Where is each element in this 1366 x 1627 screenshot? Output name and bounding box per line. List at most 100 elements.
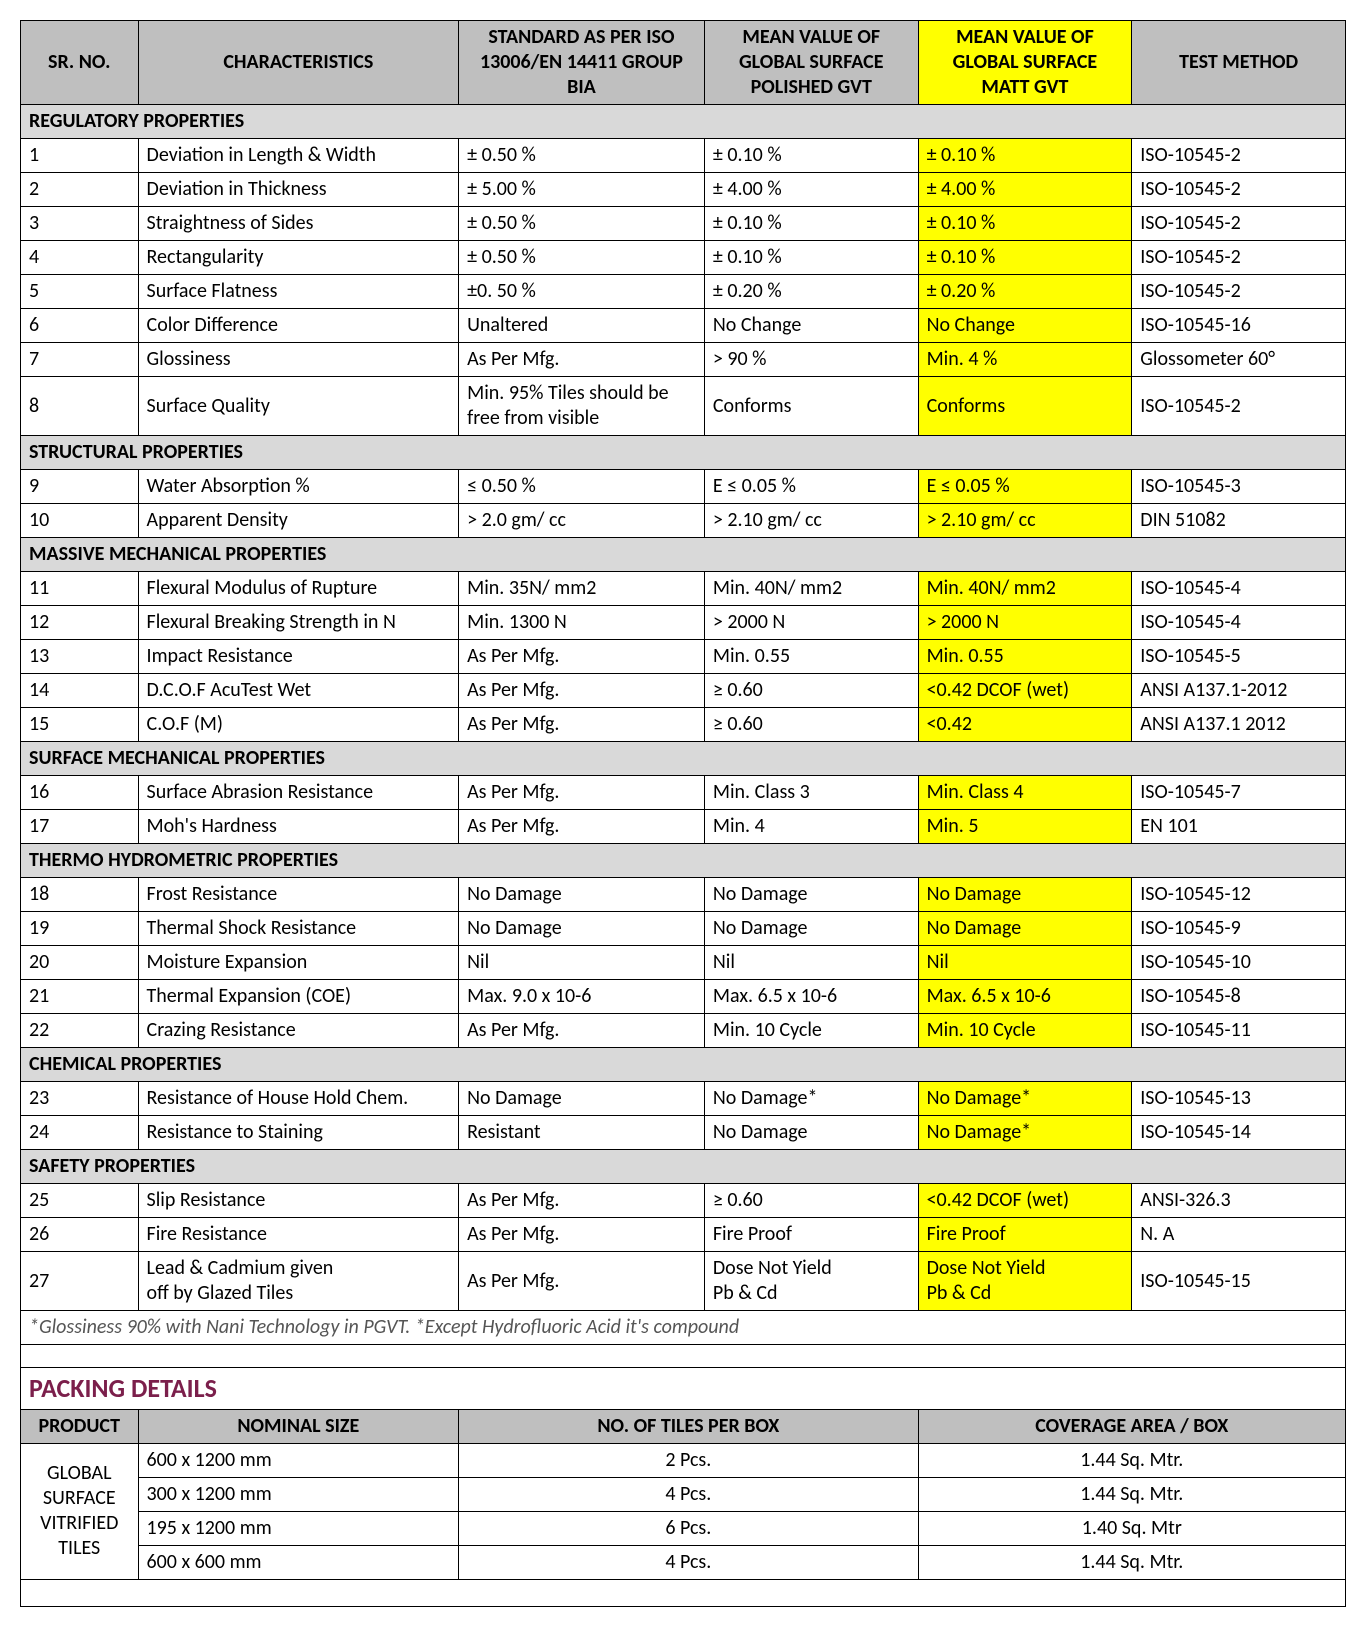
table-row: 1Deviation in Length & Width± 0.50 %± 0.… bbox=[21, 139, 1346, 173]
spacer-row bbox=[21, 1345, 1346, 1368]
cell-polished: No Damage bbox=[704, 1116, 918, 1150]
cell-standard: As Per Mfg. bbox=[459, 640, 705, 674]
packing-row: GLOBALSURFACEVITRIFIEDTILES600 x 1200 mm… bbox=[21, 1443, 1346, 1477]
footnote-text: *Glossiness 90% with Nani Technology in … bbox=[21, 1311, 1346, 1345]
cell-standard: As Per Mfg. bbox=[459, 708, 705, 742]
section-header: THERMO HYDROMETRIC PROPERTIES bbox=[21, 844, 1346, 878]
section-title: REGULATORY PROPERTIES bbox=[21, 105, 1346, 139]
cell-polished: Nil bbox=[704, 946, 918, 980]
cell-sr-no: 19 bbox=[21, 912, 139, 946]
cell-matt: No Damage* bbox=[918, 1082, 1132, 1116]
section-title: SURFACE MECHANICAL PROPERTIES bbox=[21, 742, 1346, 776]
cell-characteristic: Surface Abrasion Resistance bbox=[138, 776, 459, 810]
cell-test-method: ISO-10545-3 bbox=[1132, 470, 1346, 504]
cell-polished: Min. 4 bbox=[704, 810, 918, 844]
cell-test-method: ISO-10545-16 bbox=[1132, 309, 1346, 343]
cell-polished: ± 4.00 % bbox=[704, 173, 918, 207]
table-row: 21Thermal Expansion (COE)Max. 9.0 x 10-6… bbox=[21, 980, 1346, 1014]
cell-standard: ±0. 50 % bbox=[459, 275, 705, 309]
cell-characteristic: C.O.F (M) bbox=[138, 708, 459, 742]
cell-polished: Min. 40N/ mm2 bbox=[704, 572, 918, 606]
cell-test-method: ISO-10545-2 bbox=[1132, 377, 1346, 436]
cell-matt: <0.42 bbox=[918, 708, 1132, 742]
table-row: 24Resistance to StainingResistantNo Dama… bbox=[21, 1116, 1346, 1150]
cell-polished: ± 0.20 % bbox=[704, 275, 918, 309]
cell-sr-no: 20 bbox=[21, 946, 139, 980]
packing-col: NOMINAL SIZE bbox=[138, 1409, 459, 1443]
cell-standard: As Per Mfg. bbox=[459, 1014, 705, 1048]
cell-matt: Nil bbox=[918, 946, 1132, 980]
packing-tiles: 2 Pcs. bbox=[459, 1443, 918, 1477]
cell-test-method: ISO-10545-2 bbox=[1132, 241, 1346, 275]
cell-test-method: N. A bbox=[1132, 1218, 1346, 1252]
cell-sr-no: 11 bbox=[21, 572, 139, 606]
cell-test-method: DIN 51082 bbox=[1132, 504, 1346, 538]
trailing-row bbox=[21, 1579, 1346, 1606]
cell-test-method: ISO-10545-9 bbox=[1132, 912, 1346, 946]
cell-matt: ± 0.10 % bbox=[918, 241, 1132, 275]
cell-sr-no: 15 bbox=[21, 708, 139, 742]
cell-sr-no: 14 bbox=[21, 674, 139, 708]
cell-standard: Unaltered bbox=[459, 309, 705, 343]
cell-polished: Min. Class 3 bbox=[704, 776, 918, 810]
cell-sr-no: 8 bbox=[21, 377, 139, 436]
section-header: MASSIVE MECHANICAL PROPERTIES bbox=[21, 538, 1346, 572]
cell-polished: Dose Not YieldPb & Cd bbox=[704, 1252, 918, 1311]
cell-polished: ≥ 0.60 bbox=[704, 674, 918, 708]
cell-test-method: ANSI A137.1 2012 bbox=[1132, 708, 1346, 742]
cell-matt: <0.42 DCOF (wet) bbox=[918, 674, 1132, 708]
cell-characteristic: Impact Resistance bbox=[138, 640, 459, 674]
table-header: SR. NO. CHARACTERISTICS STANDARD AS PER … bbox=[21, 21, 1346, 105]
table-row: 14D.C.O.F AcuTest WetAs Per Mfg.≥ 0.60<0… bbox=[21, 674, 1346, 708]
table-row: 27Lead & Cadmium givenoff by Glazed Tile… bbox=[21, 1252, 1346, 1311]
packing-tiles: 4 Pcs. bbox=[459, 1545, 918, 1579]
packing-title-row: PACKING DETAILS bbox=[21, 1368, 1346, 1410]
packing-row: 300 x 1200 mm4 Pcs.1.44 Sq. Mtr. bbox=[21, 1477, 1346, 1511]
cell-characteristic: Deviation in Thickness bbox=[138, 173, 459, 207]
packing-tiles: 6 Pcs. bbox=[459, 1511, 918, 1545]
table-row: 22Crazing ResistanceAs Per Mfg.Min. 10 C… bbox=[21, 1014, 1346, 1048]
section-header: SURFACE MECHANICAL PROPERTIES bbox=[21, 742, 1346, 776]
cell-matt: ± 4.00 % bbox=[918, 173, 1132, 207]
cell-test-method: ISO-10545-8 bbox=[1132, 980, 1346, 1014]
cell-standard: ≤ 0.50 % bbox=[459, 470, 705, 504]
packing-row: 195 x 1200 mm6 Pcs.1.40 Sq. Mtr bbox=[21, 1511, 1346, 1545]
cell-characteristic: Rectangularity bbox=[138, 241, 459, 275]
table-row: 26Fire ResistanceAs Per Mfg.Fire ProofFi… bbox=[21, 1218, 1346, 1252]
cell-standard: As Per Mfg. bbox=[459, 1252, 705, 1311]
cell-characteristic: Flexural Modulus of Rupture bbox=[138, 572, 459, 606]
col-polished: MEAN VALUE OF GLOBAL SURFACE POLISHED GV… bbox=[704, 21, 918, 105]
cell-test-method: ISO-10545-14 bbox=[1132, 1116, 1346, 1150]
cell-standard: Nil bbox=[459, 946, 705, 980]
cell-sr-no: 9 bbox=[21, 470, 139, 504]
cell-sr-no: 23 bbox=[21, 1082, 139, 1116]
cell-characteristic: Apparent Density bbox=[138, 504, 459, 538]
section-header: STRUCTURAL PROPERTIES bbox=[21, 436, 1346, 470]
table-row: 9Water Absorption %≤ 0.50 %E ≤ 0.05 %E ≤… bbox=[21, 470, 1346, 504]
packing-product: GLOBALSURFACEVITRIFIEDTILES bbox=[21, 1443, 139, 1579]
cell-characteristic: Resistance to Staining bbox=[138, 1116, 459, 1150]
cell-matt: Min. 4 % bbox=[918, 343, 1132, 377]
cell-characteristic: Moh's Hardness bbox=[138, 810, 459, 844]
packing-area: 1.44 Sq. Mtr. bbox=[918, 1443, 1345, 1477]
packing-area: 1.40 Sq. Mtr bbox=[918, 1511, 1345, 1545]
cell-sr-no: 24 bbox=[21, 1116, 139, 1150]
cell-standard: As Per Mfg. bbox=[459, 776, 705, 810]
cell-matt: ± 0.10 % bbox=[918, 207, 1132, 241]
cell-sr-no: 17 bbox=[21, 810, 139, 844]
cell-matt: > 2000 N bbox=[918, 606, 1132, 640]
cell-polished: ± 0.10 % bbox=[704, 207, 918, 241]
section-title: MASSIVE MECHANICAL PROPERTIES bbox=[21, 538, 1346, 572]
cell-standard: No Damage bbox=[459, 912, 705, 946]
cell-test-method: ISO-10545-2 bbox=[1132, 207, 1346, 241]
section-title: SAFETY PROPERTIES bbox=[21, 1150, 1346, 1184]
cell-standard: ± 0.50 % bbox=[459, 139, 705, 173]
cell-sr-no: 10 bbox=[21, 504, 139, 538]
table-row: 20Moisture ExpansionNilNilNilISO-10545-1… bbox=[21, 946, 1346, 980]
cell-matt: Min. 10 Cycle bbox=[918, 1014, 1132, 1048]
cell-matt: ± 0.20 % bbox=[918, 275, 1132, 309]
cell-sr-no: 27 bbox=[21, 1252, 139, 1311]
col-standard: STANDARD AS PER ISO 13006/EN 14411 GROUP… bbox=[459, 21, 705, 105]
cell-polished: No Change bbox=[704, 309, 918, 343]
cell-standard: No Damage bbox=[459, 1082, 705, 1116]
